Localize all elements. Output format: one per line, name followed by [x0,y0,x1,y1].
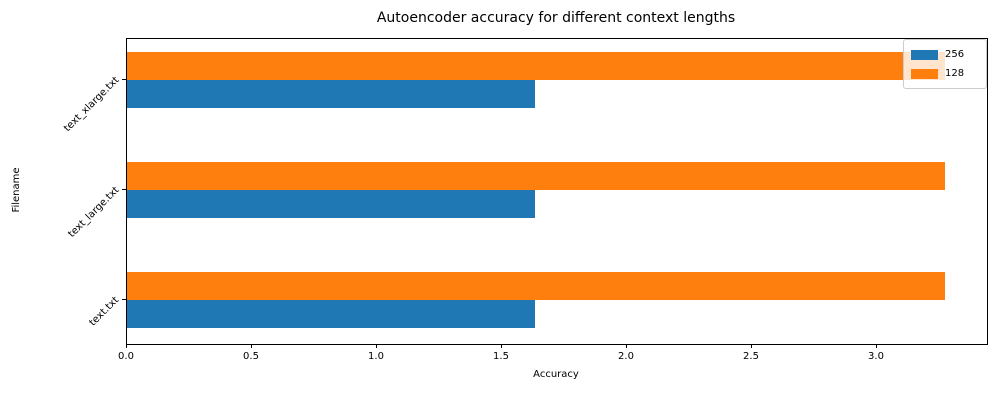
legend-entry-256: 256 [911,45,979,64]
x-tick-label: 0.5 [243,351,259,362]
x-tick-label: 0.0 [118,351,134,362]
legend: 256 128 [903,39,987,89]
bar-256-text.txt [127,300,535,328]
y-tick-mark [122,189,126,190]
y-axis-label: Filename [11,167,22,213]
x-tick-mark [751,344,752,348]
bar-128-text.txt [127,272,945,300]
legend-entry-128: 128 [911,64,979,83]
y-tick-label: text_large.txt [66,184,122,240]
chart-title: Autoencoder accuracy for different conte… [376,10,736,26]
bar-128-text_large.txt [127,162,945,190]
y-tick-mark [122,79,126,80]
legend-label-256: 256 [945,48,965,60]
x-tick-label: 1.5 [493,351,509,362]
x-axis-label: Accuracy [533,369,579,380]
bar-256-text_xlarge.txt [127,80,535,108]
x-tick-mark [626,344,627,348]
plot-area [126,38,988,345]
x-tick-mark [126,344,127,348]
bar-128-text_xlarge.txt [127,52,945,80]
legend-swatch-256-icon [911,49,938,60]
y-tick-label: text.txt [87,294,122,329]
y-tick-mark [122,299,126,300]
x-tick-label: 2.0 [618,351,634,362]
x-tick-label: 1.0 [368,351,384,362]
bar-256-text_large.txt [127,190,535,218]
x-tick-mark [501,344,502,348]
x-tick-mark [876,344,877,348]
legend-swatch-128-icon [911,68,938,79]
x-tick-label: 2.5 [743,351,759,362]
legend-label-128: 128 [945,67,965,79]
y-tick-label: text_xlarge.txt [62,74,122,135]
x-tick-mark [376,344,377,348]
x-tick-mark [251,344,252,348]
x-tick-label: 3.0 [868,351,884,362]
